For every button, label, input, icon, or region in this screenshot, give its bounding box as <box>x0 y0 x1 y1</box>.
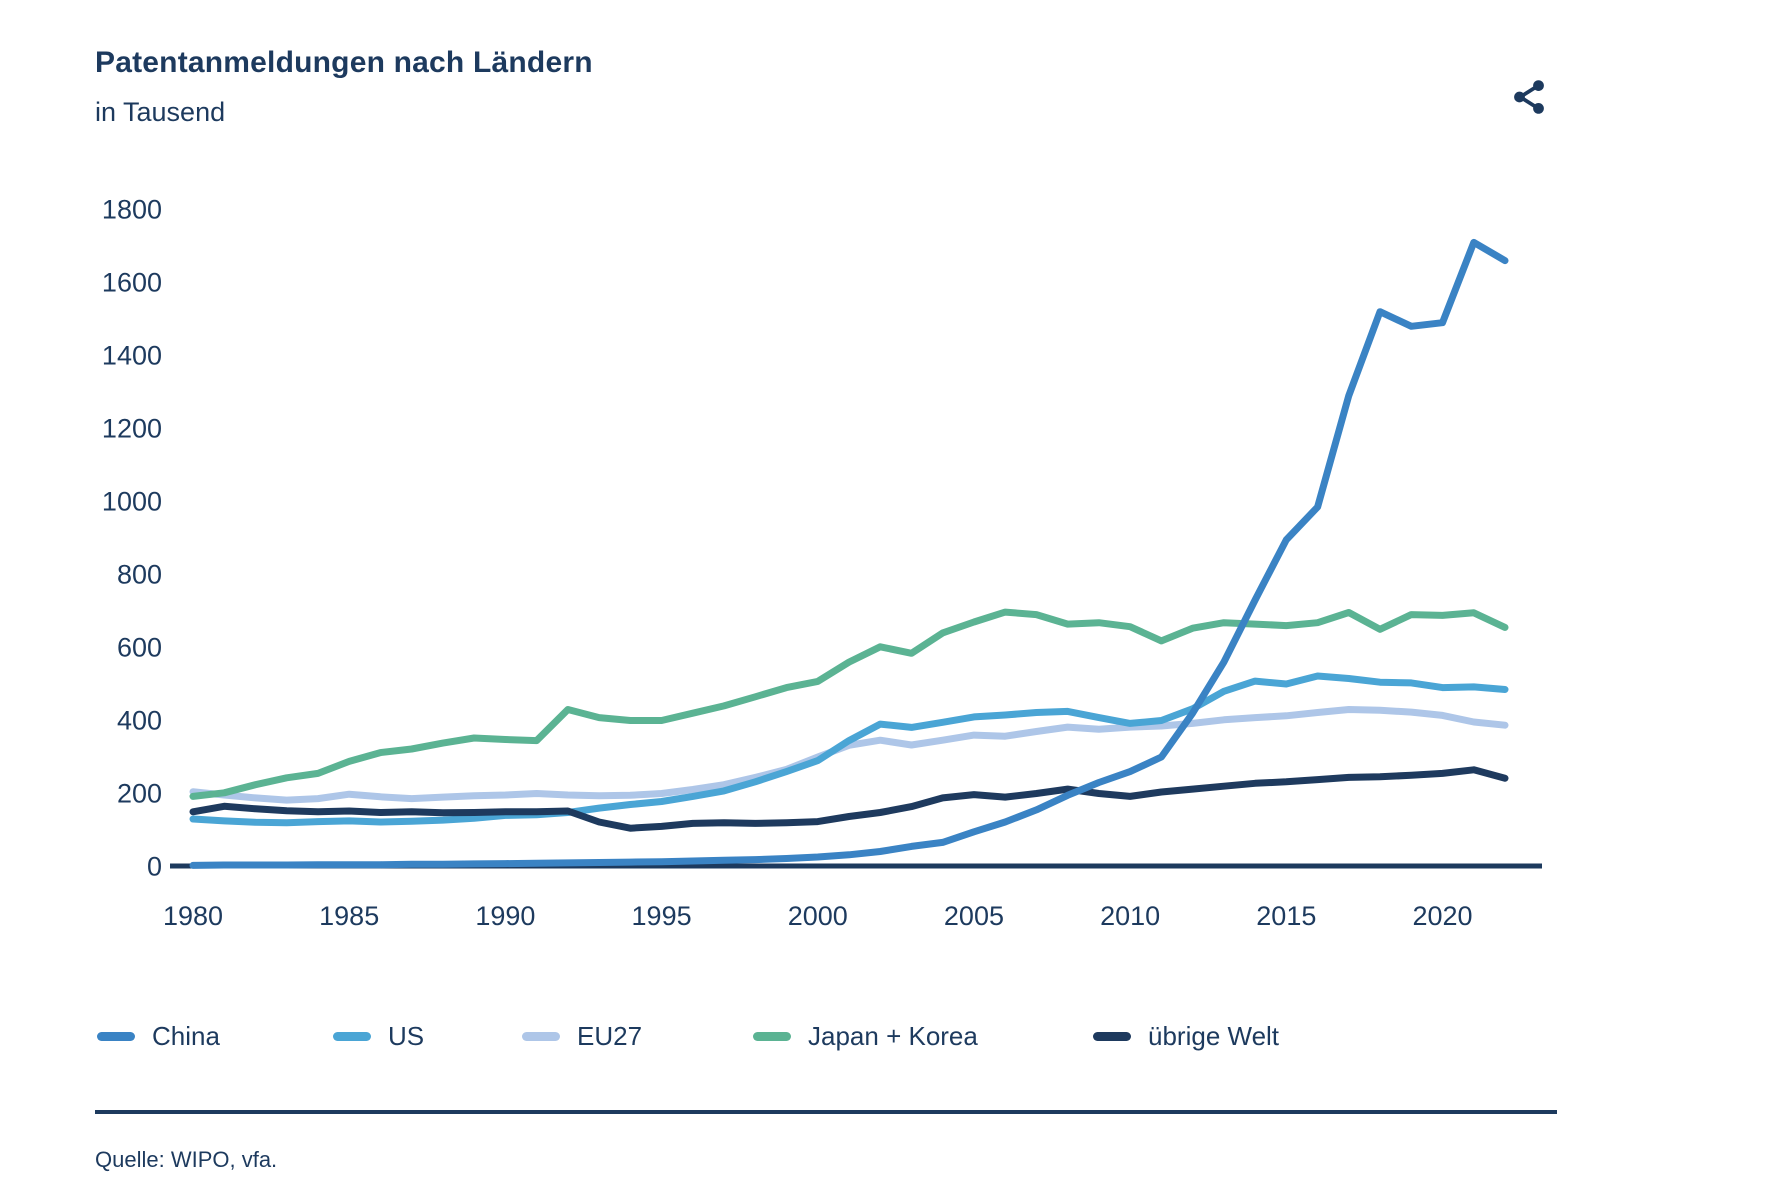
y-tick-label: 0 <box>147 852 162 882</box>
series-line--brige-welt <box>189 766 1509 832</box>
series-line-china <box>189 238 1509 869</box>
legend-swatch <box>97 1032 135 1041</box>
series-line-eu27 <box>189 706 1509 804</box>
legend-label: EU27 <box>577 1021 643 1051</box>
y-tick-label: 200 <box>117 779 162 809</box>
y-tick-label: 1400 <box>102 341 162 371</box>
series-line-us <box>189 672 1509 827</box>
legend-swatch <box>522 1032 560 1041</box>
chart-subtitle: in Tausend <box>95 97 226 127</box>
divider-rule <box>95 1110 1557 1114</box>
legend-swatch <box>753 1032 791 1041</box>
share-icon <box>1510 76 1548 118</box>
x-tick-label: 1995 <box>632 901 692 931</box>
y-tick-label: 1600 <box>102 268 162 298</box>
x-tick-label: 2000 <box>788 901 848 931</box>
legend-label: China <box>152 1021 220 1051</box>
legend-label: US <box>388 1021 425 1051</box>
legend-item-eu27[interactable]: EU27 <box>522 1021 642 1052</box>
source-text: Quelle: WIPO, vfa. <box>95 1147 278 1172</box>
x-tick-label: 2010 <box>1100 901 1160 931</box>
legend-item-china[interactable]: China <box>97 1021 220 1052</box>
legend-swatch <box>1093 1032 1131 1041</box>
x-tick-label: 1990 <box>475 901 535 931</box>
y-tick-label: 1000 <box>102 487 162 517</box>
x-tick-label: 2015 <box>1256 901 1316 931</box>
legend-item-japan-korea[interactable]: Japan + Korea <box>753 1021 978 1052</box>
y-tick-label: 1200 <box>102 414 162 444</box>
x-tick-label: 1980 <box>163 901 223 931</box>
legend-item-us[interactable]: US <box>333 1021 424 1052</box>
share-button[interactable] <box>1506 74 1552 120</box>
x-tick-label: 1985 <box>319 901 379 931</box>
x-tick-label: 2020 <box>1412 901 1472 931</box>
legend-item--brige-welt[interactable]: übrige Welt <box>1093 1021 1279 1052</box>
legend-label: Japan + Korea <box>808 1021 978 1051</box>
series-line-japan-korea <box>189 608 1509 800</box>
y-tick-label: 400 <box>117 706 162 736</box>
x-tick-label: 2005 <box>944 901 1004 931</box>
y-tick-label: 800 <box>117 560 162 590</box>
page-title: Patentanmeldungen nach Ländern <box>95 46 593 79</box>
legend-label: übrige Welt <box>1148 1021 1280 1051</box>
y-tick-label: 600 <box>117 633 162 663</box>
y-tick-label: 1800 <box>102 195 162 225</box>
legend-swatch <box>333 1032 371 1041</box>
